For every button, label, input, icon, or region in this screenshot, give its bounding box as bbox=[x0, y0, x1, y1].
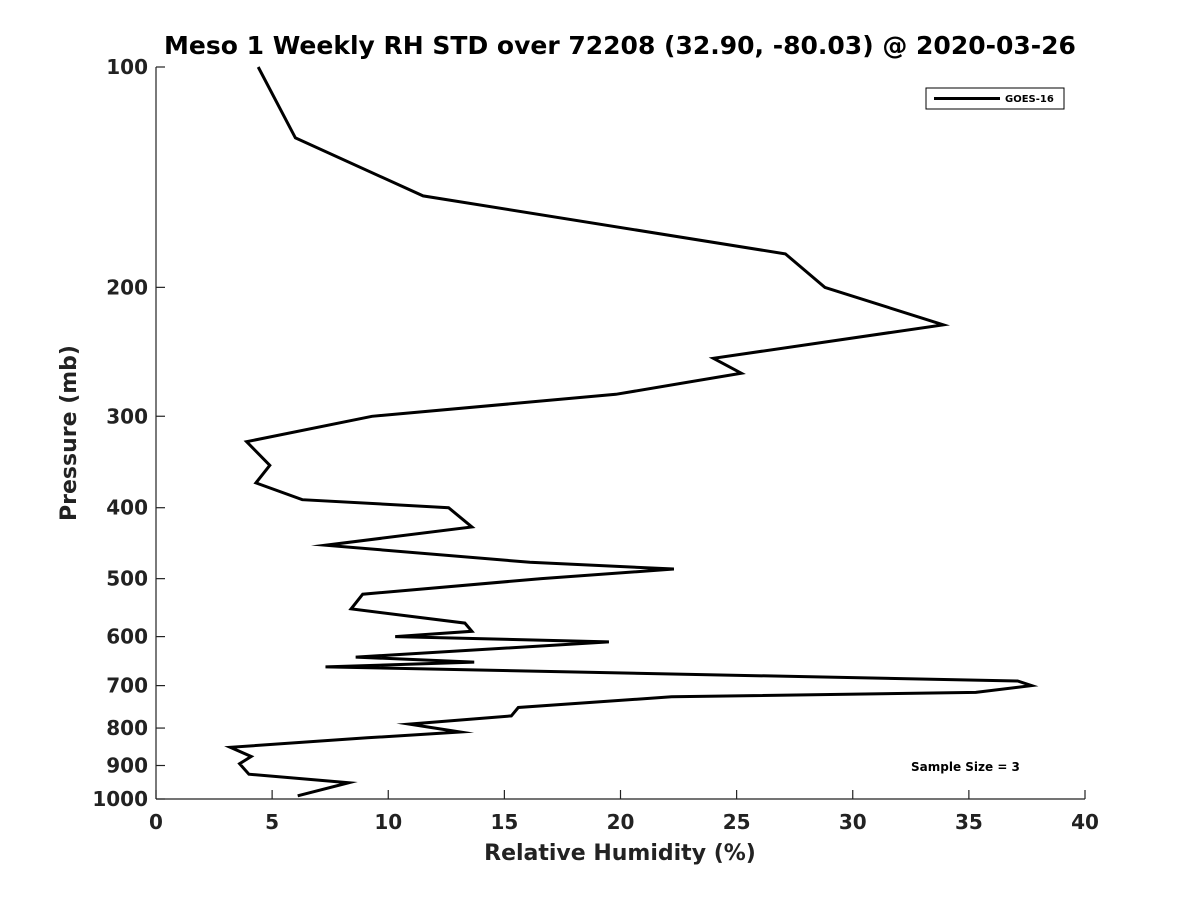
series-layer bbox=[224, 66, 1039, 798]
sample-size-annotation: Sample Size = 3 bbox=[911, 760, 1020, 774]
y-tick-label: 600 bbox=[106, 625, 148, 649]
x-ticks: 0 5 10 15 20 25 30 35 40 bbox=[149, 790, 1099, 834]
chart-title: Meso 1 Weekly RH STD over 72208 (32.90, … bbox=[164, 31, 1076, 60]
y-axis-label: Pressure (mb) bbox=[57, 345, 82, 521]
y-tick-label: 500 bbox=[106, 567, 148, 591]
y-tick-label: 400 bbox=[106, 496, 148, 520]
y-tick-label: 1000 bbox=[92, 787, 148, 811]
y-tick-label: 900 bbox=[106, 754, 148, 778]
x-tick-label: 5 bbox=[265, 810, 279, 834]
x-tick-label: 35 bbox=[955, 810, 983, 834]
x-tick-label: 25 bbox=[723, 810, 751, 834]
x-tick-label: 15 bbox=[490, 810, 518, 834]
x-tick-label: 10 bbox=[374, 810, 402, 834]
legend-label-goes-16: GOES-16 bbox=[1005, 94, 1054, 105]
x-tick-label: 30 bbox=[839, 810, 867, 834]
y-tick-label: 100 bbox=[106, 55, 148, 79]
y-tick-label: 800 bbox=[106, 716, 148, 740]
x-axis-label: Relative Humidity (%) bbox=[484, 841, 756, 866]
series-line-goes-16 bbox=[224, 66, 1039, 798]
y-tick-label: 200 bbox=[106, 275, 148, 299]
plot-area: 0 5 10 15 20 25 30 35 40 100 200 300 400 500 600 700 80… bbox=[92, 55, 1099, 834]
x-tick-label: 20 bbox=[607, 810, 635, 834]
legend: GOES-16 bbox=[925, 87, 1065, 110]
y-ticks: 100 200 300 400 500 600 700 800 900 1000 bbox=[92, 55, 165, 811]
x-tick-label: 0 bbox=[149, 810, 163, 834]
y-tick-label: 700 bbox=[106, 674, 148, 698]
x-tick-label: 40 bbox=[1071, 810, 1099, 834]
y-tick-label: 300 bbox=[106, 404, 148, 428]
